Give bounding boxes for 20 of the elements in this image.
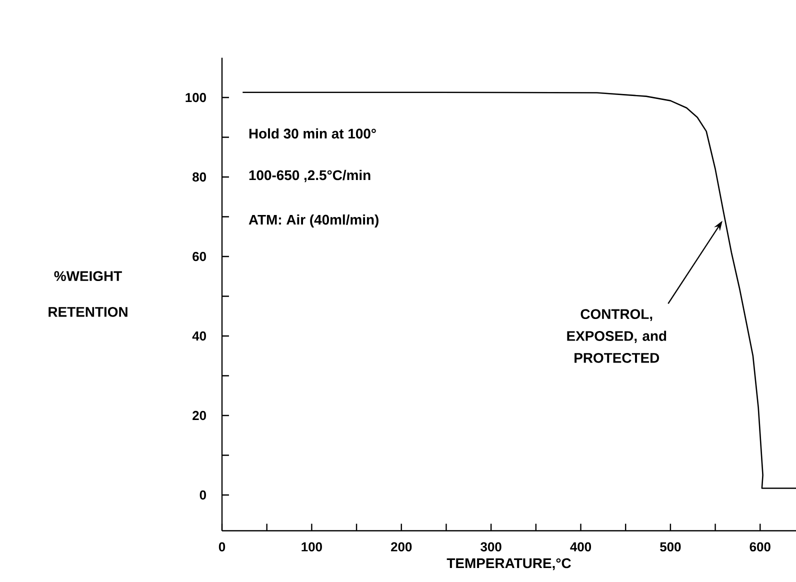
x-tick-label: 0 [218,542,226,552]
x-axis-title: TEMPERATURE,°C [446,558,571,570]
x-tick-label: 400 [570,542,592,552]
annotation: Hold 30 min at 100° [249,128,376,139]
x-tick-label: 300 [480,542,502,552]
y-tick-label: 60 [192,252,206,262]
x-tick-label: 200 [391,542,412,552]
y-tick-label: 0 [200,490,206,500]
annotation: ATM: Air (40ml/min) [248,214,378,228]
y-tick-label: 40 [192,331,206,341]
x-tick-label: 600 [750,542,770,552]
text: %WEIGHT RETENTION [48,271,128,317]
y-tick-label: 100 [186,92,206,102]
line-series [242,92,796,489]
annotation: CONTROL, EXPOSED, and PROTECTED [567,309,666,363]
x-tick-label: 100 [302,542,322,552]
y-tick-label: 20 [192,410,206,420]
y-tick-label: 80 [192,172,206,182]
annotation: 100-650 ,2.5°C/min [249,170,370,182]
x-tick-label: 500 [660,542,681,552]
